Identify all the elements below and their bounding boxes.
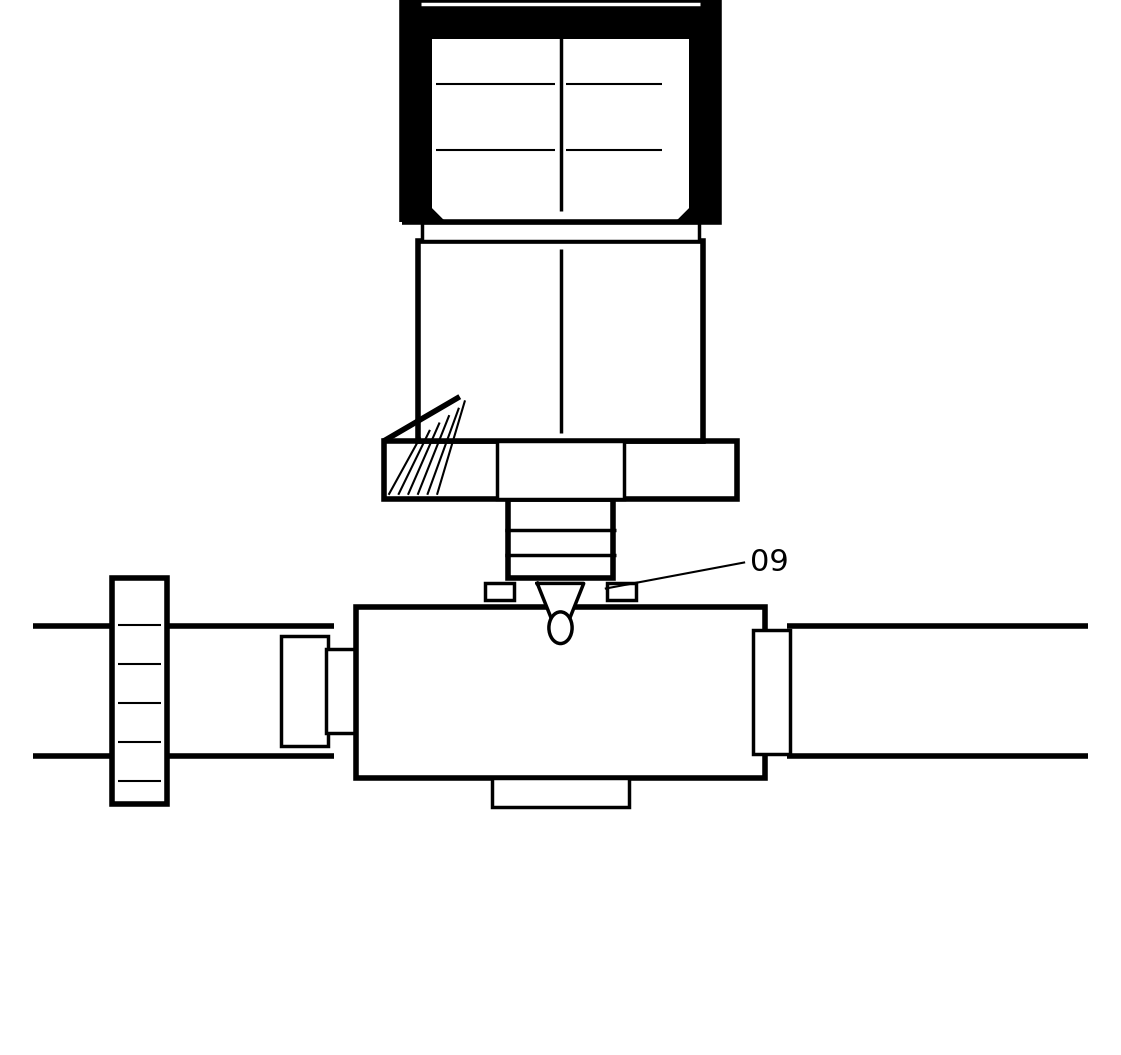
Bar — [606, 583, 637, 600]
Bar — [402, 0, 719, 222]
Bar — [326, 649, 355, 733]
Polygon shape — [537, 583, 584, 641]
Bar — [402, 0, 432, 222]
Text: 09: 09 — [750, 548, 789, 577]
Bar — [418, 241, 703, 441]
Polygon shape — [402, 179, 444, 222]
Bar — [434, 0, 537, 209]
Bar — [281, 636, 328, 746]
Polygon shape — [677, 179, 719, 222]
Bar — [423, 222, 698, 241]
Bar — [563, 0, 666, 209]
Bar — [498, 441, 623, 499]
Bar — [355, 607, 766, 778]
Bar — [112, 577, 167, 804]
Bar — [492, 778, 629, 807]
Bar — [407, 0, 714, 39]
Bar — [383, 441, 738, 499]
Bar — [484, 583, 515, 600]
Ellipse shape — [549, 612, 572, 644]
Bar — [689, 0, 719, 222]
Bar — [752, 630, 790, 754]
Bar — [402, 0, 719, 222]
Bar — [508, 499, 613, 578]
